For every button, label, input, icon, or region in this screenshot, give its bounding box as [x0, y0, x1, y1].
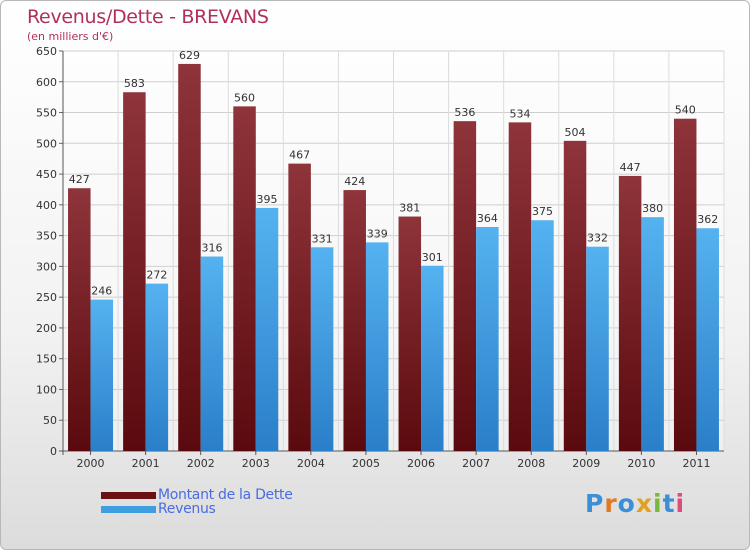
bar-debt-2010 [618, 175, 642, 451]
legend-label-revenue: Revenus [158, 501, 216, 517]
data-label-revenue-2010: 380 [642, 202, 663, 215]
y-tick-label-100: 100 [36, 383, 57, 396]
data-label-revenue-2006: 301 [422, 251, 443, 264]
bar-revenue-2004 [310, 247, 334, 451]
x-tick-label-2001: 2001 [132, 457, 160, 470]
x-tick-label-2002: 2002 [187, 457, 215, 470]
x-tick-label-2005: 2005 [352, 457, 380, 470]
y-tick-label-550: 550 [36, 107, 57, 120]
x-tick-label-2011: 2011 [682, 457, 710, 470]
bar-debt-2006 [398, 216, 422, 451]
chart-title: Revenus/Dette - BREVANS [27, 6, 269, 28]
x-tick-label-2004: 2004 [297, 457, 325, 470]
x-tick-label-2010: 2010 [627, 457, 655, 470]
x-tick-label-2000: 2000 [77, 457, 105, 470]
legend-swatch-revenue [101, 505, 156, 513]
data-label-revenue-2003: 395 [257, 193, 278, 206]
data-label-debt-2009: 504 [565, 126, 586, 139]
data-label-revenue-2002: 316 [201, 242, 222, 255]
bar-debt-2002 [178, 63, 201, 452]
logo-letter: P [585, 489, 605, 518]
bar-debt-2001 [123, 92, 146, 451]
logo-letter: i [653, 489, 663, 518]
bar-revenue-2002 [200, 256, 224, 451]
bar-debt-2009 [563, 140, 587, 451]
y-tick-label-0: 0 [50, 445, 57, 458]
data-label-debt-2003: 560 [234, 91, 255, 104]
bar-revenue-2000 [90, 299, 114, 451]
y-tick-label-250: 250 [36, 291, 57, 304]
logo-letter: o [617, 489, 636, 518]
y-tick-label-300: 300 [36, 260, 57, 273]
data-label-debt-2005: 424 [344, 175, 365, 188]
bar-debt-2003 [233, 106, 256, 451]
data-labels: 427 246 583 272 629 316 560 395 467 331 424 339 381 3… [69, 49, 718, 298]
legend-item-revenue: Revenus [101, 501, 216, 517]
bar-debt-2000 [68, 188, 91, 451]
data-label-revenue-2008: 375 [532, 205, 553, 218]
bars [68, 63, 719, 452]
legend-swatch-debt [101, 491, 156, 499]
bar-revenue-2003 [255, 207, 279, 451]
y-tick-label-350: 350 [36, 230, 57, 243]
bar-debt-2005 [343, 190, 366, 452]
bar-revenue-2009 [586, 246, 609, 451]
bar-revenue-2011 [696, 228, 719, 451]
data-label-revenue-2001: 272 [146, 269, 167, 282]
proxiti-logo: Proxiti [585, 489, 685, 518]
chart-subtitle: (en milliers d'€) [27, 30, 114, 43]
axes: 0 50 100 150 200 250 300 350 400 450 500 550 600 650 2… [36, 45, 724, 470]
logo-letter: t [662, 489, 676, 518]
bar-revenue-2007 [476, 227, 499, 451]
data-label-revenue-2000: 246 [91, 285, 112, 298]
data-label-debt-2002: 629 [179, 49, 200, 62]
x-tick-label-2008: 2008 [517, 457, 545, 470]
data-label-revenue-2007: 364 [477, 212, 498, 225]
x-tick-label-2006: 2006 [407, 457, 435, 470]
y-tick-label-50: 50 [43, 414, 57, 427]
y-tick-label-200: 200 [36, 322, 57, 335]
data-label-debt-2006: 381 [399, 202, 420, 215]
x-tick-label-2007: 2007 [462, 457, 490, 470]
logo-letter: x [635, 489, 653, 518]
data-label-revenue-2005: 339 [367, 227, 388, 240]
data-label-debt-2004: 467 [289, 149, 310, 162]
data-label-revenue-2009: 332 [587, 232, 608, 245]
y-tick-label-650: 650 [36, 45, 57, 58]
data-label-debt-2010: 447 [620, 161, 641, 174]
bar-revenue-2008 [531, 220, 554, 451]
bar-revenue-2001 [145, 283, 169, 451]
y-tick-label-500: 500 [36, 137, 57, 150]
data-label-revenue-2011: 362 [697, 213, 718, 226]
bar-debt-2007 [453, 121, 477, 452]
y-tick-label-600: 600 [36, 76, 57, 89]
x-tick-label-2009: 2009 [572, 457, 600, 470]
y-tick-label-150: 150 [36, 353, 57, 366]
data-label-debt-2011: 540 [675, 104, 696, 117]
bar-debt-2004 [288, 163, 311, 451]
bar-debt-2011 [673, 118, 697, 451]
legend-item-debt: Montant de la Dette [101, 487, 293, 503]
data-label-debt-2008: 534 [509, 107, 530, 120]
logo-letter: i [675, 489, 686, 518]
data-label-debt-2000: 427 [69, 173, 90, 186]
grid [62, 50, 725, 452]
x-tick-label-2003: 2003 [242, 457, 270, 470]
bar-debt-2008 [508, 122, 532, 451]
data-label-debt-2007: 536 [454, 106, 475, 119]
legend-label-debt: Montant de la Dette [158, 487, 293, 503]
bar-revenue-2006 [421, 265, 444, 451]
y-tick-label-400: 400 [36, 199, 57, 212]
data-label-debt-2001: 583 [124, 77, 145, 90]
y-tick-label-450: 450 [36, 168, 57, 181]
bar-revenue-2005 [365, 242, 389, 451]
bar-revenue-2010 [641, 217, 664, 451]
data-label-revenue-2004: 331 [312, 232, 333, 245]
logo-letter: r [604, 489, 618, 518]
